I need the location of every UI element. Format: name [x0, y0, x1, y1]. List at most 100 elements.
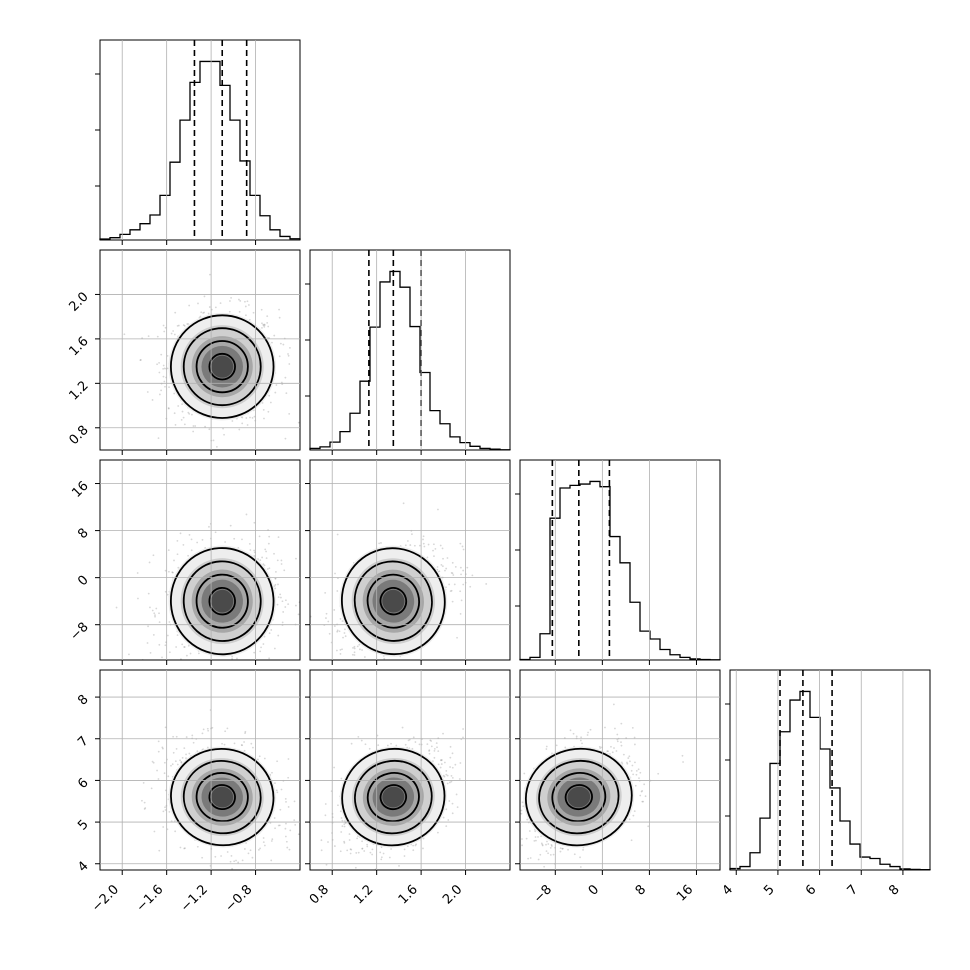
scatter-point [380, 542, 382, 544]
scatter-point [270, 859, 273, 862]
scatter-point [188, 412, 191, 415]
axis-frame [309, 459, 511, 661]
scatter-point [244, 300, 246, 303]
scatter-point [460, 599, 463, 602]
scatter-point [262, 563, 265, 566]
x-tick-label: 4 [720, 882, 736, 898]
scatter-point [276, 559, 279, 562]
scatter-point [437, 763, 440, 766]
axis-frame [309, 669, 511, 871]
scatter-point [270, 840, 273, 842]
scatter-point [513, 802, 515, 804]
scatter-point [183, 324, 186, 327]
scatter-point [191, 413, 193, 416]
scatter-point [325, 617, 327, 619]
scatter-point [182, 543, 185, 546]
scatter-point [352, 647, 354, 649]
grid [100, 250, 300, 450]
scatter-point [279, 808, 282, 811]
scatter-point [450, 589, 453, 592]
scatter-point [214, 855, 217, 858]
y-tick-label: 8 [75, 526, 91, 542]
scatter-point [293, 819, 296, 822]
scatter-point [549, 853, 552, 856]
scatter-point [363, 692, 365, 694]
scatter-point [284, 798, 287, 800]
scatter-point [207, 678, 209, 680]
scatter-point [426, 743, 429, 746]
scatter-point [139, 359, 142, 362]
scatter-point [413, 544, 416, 547]
scatter-point [284, 376, 287, 379]
scatter-point [192, 461, 194, 463]
scatter-point [207, 312, 210, 315]
scatter-point [408, 738, 411, 741]
x-tick-label: −0.8 [222, 882, 255, 915]
density-level [211, 589, 234, 613]
scatter-point [225, 667, 227, 669]
scatter-point [280, 596, 282, 599]
scatter-point [202, 728, 205, 731]
scatter-point [275, 570, 277, 573]
scatter-point [168, 651, 171, 654]
scatter-point [341, 648, 343, 651]
scatter-point [183, 686, 185, 688]
scatter-point [158, 621, 161, 623]
scatter-point [245, 513, 248, 516]
scatter-point [152, 761, 155, 764]
scatter-point [196, 663, 198, 665]
scatter-point [166, 634, 169, 637]
scatter-point [278, 355, 281, 358]
scatter-point [428, 749, 431, 752]
scatter-point [275, 789, 278, 792]
scatter-point [415, 843, 418, 846]
scatter-point [363, 850, 366, 852]
scatter-point [263, 564, 266, 567]
scatter-point [333, 625, 336, 627]
scatter-point [517, 777, 519, 779]
x-tick-label: −2.0 [89, 882, 122, 915]
scatter-point [273, 334, 276, 337]
scatter-point [230, 855, 233, 857]
scatter-point [241, 422, 244, 425]
scatter-point [462, 548, 465, 551]
y-tick-label: 0.8 [66, 423, 91, 448]
scatter-point [164, 326, 167, 329]
scatter-point [325, 612, 328, 615]
scatter-point [450, 780, 453, 783]
scatter-point [371, 848, 374, 851]
scatter-point [336, 629, 339, 632]
scatter-point [231, 867, 234, 870]
scatter-point [287, 603, 290, 606]
scatter-point [579, 856, 581, 859]
scatter-point [115, 606, 118, 609]
scatter-point [357, 735, 360, 738]
scatter-point [462, 736, 464, 739]
scatter-point [241, 744, 244, 747]
scatter-point [448, 800, 451, 802]
scatter-point [249, 416, 251, 419]
scatter-point [281, 600, 284, 603]
scatter-point [462, 569, 465, 572]
scatter-point [285, 840, 288, 843]
scatter-point [237, 861, 240, 864]
scatter-point [449, 590, 452, 592]
scatter-point [147, 335, 150, 338]
scatter-point [339, 653, 342, 655]
scatter-point [262, 837, 265, 839]
scatter-point [462, 728, 464, 730]
scatter-point [343, 825, 346, 828]
scatter-point [383, 665, 385, 667]
scatter-point [173, 333, 176, 336]
scatter-point [263, 417, 265, 420]
scatter-point [157, 437, 160, 440]
scatter-point [274, 577, 277, 580]
scatter-point [233, 742, 236, 745]
scatter-point [164, 806, 166, 809]
scatter-point [324, 803, 327, 805]
scatter-point [360, 739, 363, 742]
scatter-point [356, 645, 359, 648]
x-tick-label: 1.2 [351, 882, 376, 907]
scatter-point [349, 848, 352, 851]
scatter-point [205, 666, 207, 668]
